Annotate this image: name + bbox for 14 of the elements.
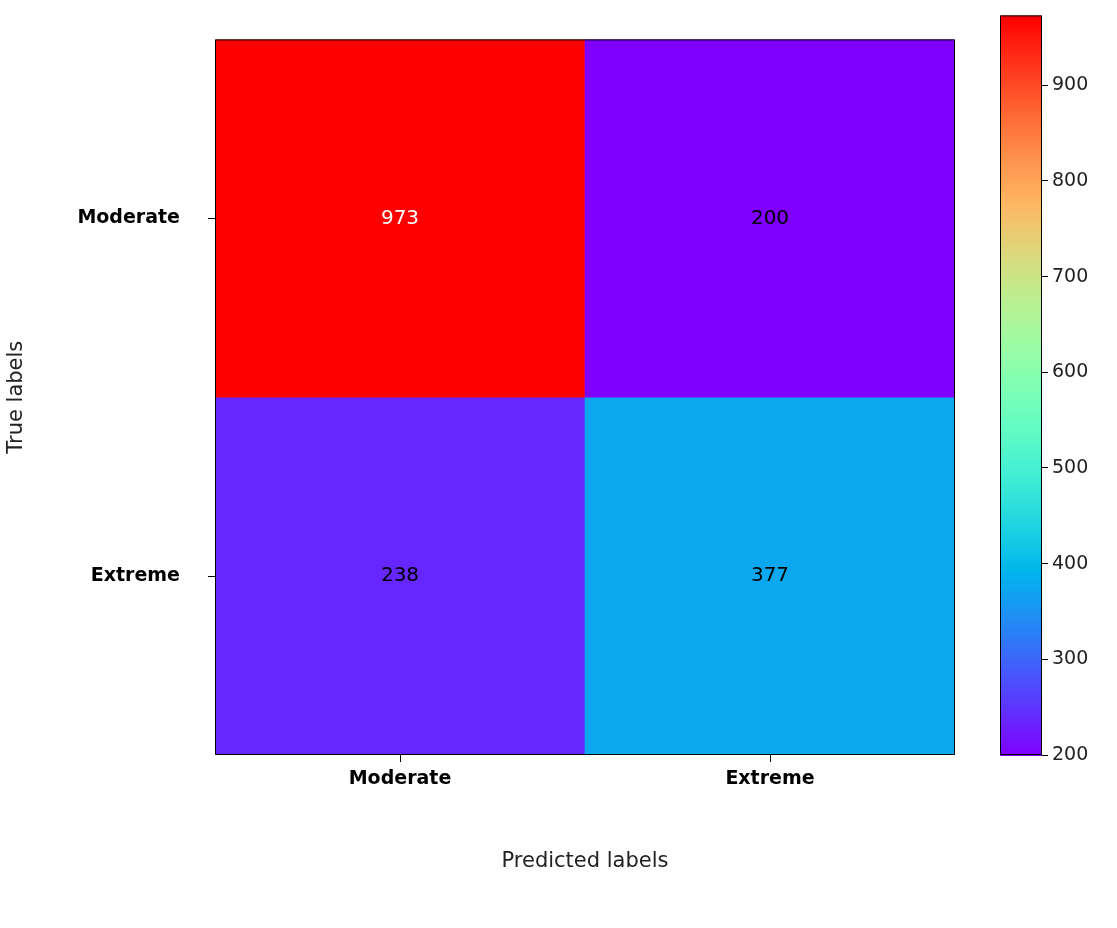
data-label: 973	[380, 204, 420, 229]
data-label: 200	[750, 204, 790, 229]
color-bar-label: 300	[1052, 646, 1089, 669]
color-bar-label: 200	[1052, 741, 1089, 764]
color-bar-label: 900	[1052, 72, 1089, 95]
y-axis-title: True labels	[3, 340, 28, 455]
color-bar-label: 700	[1052, 263, 1089, 286]
x-axis-title: Predicted labels	[501, 847, 669, 872]
data-label: 238	[380, 562, 420, 587]
color-bar-label: 400	[1052, 550, 1089, 573]
color-bar-label: 500	[1052, 454, 1089, 477]
color-bar-label: 800	[1052, 167, 1089, 190]
color-bar-label: 600	[1052, 359, 1089, 382]
data-label: 377	[750, 562, 790, 587]
